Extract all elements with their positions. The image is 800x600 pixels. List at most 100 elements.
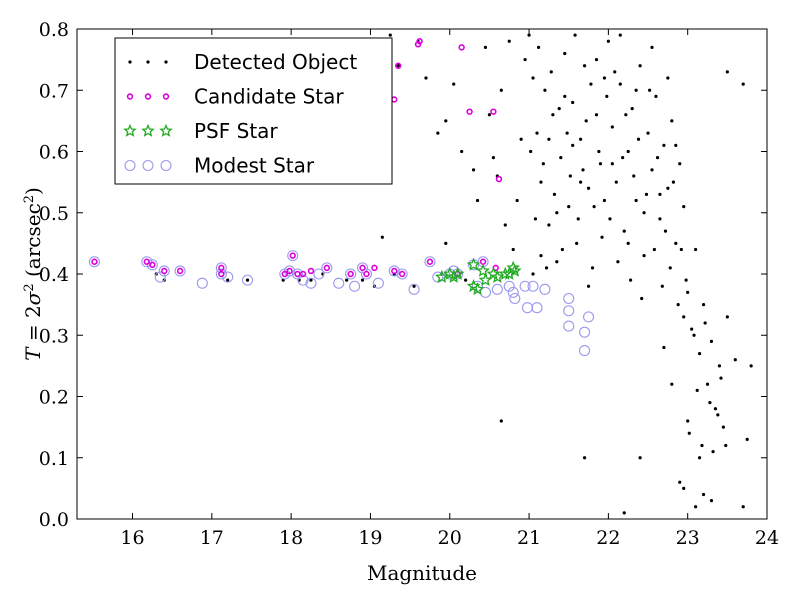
y-tick-label: 0.7 bbox=[39, 80, 69, 102]
data-point bbox=[652, 247, 656, 252]
data-point bbox=[686, 290, 690, 294]
data-point bbox=[158, 265, 170, 277]
data-point bbox=[154, 271, 166, 283]
data-point bbox=[725, 70, 729, 74]
data-point bbox=[626, 241, 630, 245]
data-point bbox=[589, 82, 593, 86]
data-point bbox=[616, 260, 620, 264]
data-point bbox=[682, 486, 686, 490]
data-point bbox=[287, 250, 299, 262]
data-point bbox=[563, 94, 567, 98]
data-point bbox=[555, 211, 559, 215]
data-point bbox=[703, 321, 707, 325]
data-point bbox=[521, 302, 534, 314]
data-point bbox=[323, 264, 331, 272]
data-point bbox=[709, 499, 714, 503]
data-point bbox=[670, 119, 674, 123]
data-point bbox=[539, 254, 543, 258]
data-point bbox=[491, 283, 503, 295]
legend-marker bbox=[141, 123, 155, 137]
data-point bbox=[544, 266, 549, 270]
data-point bbox=[535, 131, 539, 135]
data-point bbox=[576, 217, 580, 221]
data-point bbox=[598, 162, 603, 166]
legend-marker bbox=[164, 60, 168, 64]
data-point bbox=[579, 345, 591, 357]
data-point bbox=[359, 264, 366, 272]
y-tick-label: 0.8 bbox=[39, 19, 69, 41]
data-point bbox=[563, 51, 567, 56]
data-point bbox=[388, 33, 392, 37]
data-point bbox=[241, 274, 254, 286]
data-point bbox=[668, 266, 672, 270]
data-point bbox=[436, 131, 440, 135]
data-point bbox=[560, 247, 564, 252]
data-point bbox=[483, 45, 488, 49]
data-point bbox=[582, 456, 587, 460]
legend-marker bbox=[123, 123, 137, 137]
data-point bbox=[701, 492, 706, 497]
data-point bbox=[391, 96, 398, 103]
data-point bbox=[626, 149, 630, 154]
data-point bbox=[345, 268, 357, 280]
data-layer bbox=[88, 33, 753, 515]
data-point bbox=[161, 267, 168, 275]
data-point bbox=[650, 168, 654, 172]
data-point bbox=[621, 156, 625, 160]
data-point bbox=[745, 437, 749, 441]
data-point bbox=[606, 39, 610, 43]
data-point bbox=[600, 235, 604, 239]
data-point bbox=[498, 266, 513, 280]
legend-entry: Detected Object bbox=[128, 50, 357, 74]
legend-marker bbox=[142, 159, 154, 172]
data-point bbox=[491, 156, 495, 160]
data-point bbox=[552, 192, 557, 196]
data-point bbox=[630, 107, 634, 111]
data-point bbox=[539, 283, 551, 295]
data-point bbox=[507, 263, 522, 277]
data-point bbox=[531, 302, 543, 314]
data-point bbox=[218, 270, 225, 278]
data-point bbox=[281, 270, 288, 278]
data-point bbox=[215, 262, 227, 274]
data-point bbox=[711, 450, 715, 454]
data-point bbox=[294, 270, 301, 278]
data-point bbox=[547, 223, 551, 227]
data-point bbox=[650, 45, 654, 49]
data-point bbox=[222, 271, 234, 283]
data-point bbox=[563, 305, 575, 317]
data-point bbox=[567, 205, 571, 209]
data-point bbox=[666, 76, 670, 80]
x-tick-label: 20 bbox=[438, 527, 462, 549]
data-point bbox=[360, 278, 365, 282]
data-point bbox=[634, 88, 638, 92]
data-point bbox=[571, 143, 575, 147]
data-point bbox=[458, 44, 465, 51]
x-tick-label: 19 bbox=[358, 527, 382, 549]
legend: Detected Object Candidate Star PSF Star Mod… bbox=[114, 37, 393, 185]
data-point bbox=[583, 311, 595, 323]
data-point bbox=[479, 258, 487, 265]
data-point bbox=[721, 425, 725, 429]
y-tick-label: 0.4 bbox=[39, 264, 69, 286]
legend-marker bbox=[146, 60, 150, 64]
data-point bbox=[499, 88, 503, 92]
data-point bbox=[638, 456, 642, 460]
data-point bbox=[658, 217, 662, 221]
data-point bbox=[622, 229, 626, 233]
data-point bbox=[579, 137, 583, 141]
data-point bbox=[642, 211, 646, 215]
data-point bbox=[412, 284, 416, 288]
data-point bbox=[725, 315, 729, 319]
y-axis-label-part: σ bbox=[21, 290, 45, 305]
data-point bbox=[636, 137, 641, 141]
data-point bbox=[557, 107, 561, 111]
y-tick-label: 0.6 bbox=[39, 142, 69, 164]
data-point bbox=[749, 364, 753, 368]
legend-entry: PSF Star bbox=[123, 119, 278, 143]
data-point bbox=[660, 284, 664, 288]
y-axis-label-part: (arcsec bbox=[21, 203, 45, 283]
data-point bbox=[539, 180, 543, 184]
data-point bbox=[644, 192, 649, 196]
data-point bbox=[628, 278, 633, 282]
